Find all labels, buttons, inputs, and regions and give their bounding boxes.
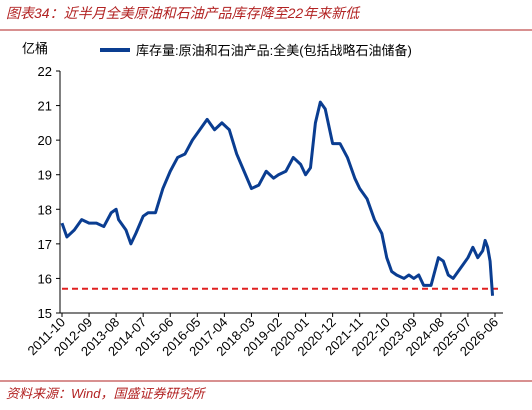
y-tick-label: 18 [38, 202, 52, 217]
y-tick-label: 16 [38, 271, 52, 286]
y-tick-label: 21 [38, 99, 52, 114]
data-line [60, 100, 495, 296]
y-tick-label: 17 [38, 237, 52, 252]
chart-title: 图表34：近半月全美原油和石油产品库存降至22年来新低 [6, 5, 361, 21]
y-tick-label: 22 [38, 64, 52, 79]
source: 资料来源：Wind，国盛证券研究所 [6, 386, 207, 401]
y-axis-label: 亿桶 [22, 41, 48, 56]
legend-label: 库存量:原油和石油产品:全美(包括战略石油储备) [136, 43, 412, 58]
y-tick-label: 15 [38, 306, 52, 321]
y-tick-label: 20 [38, 133, 52, 148]
y-tick-label: 19 [38, 168, 52, 183]
